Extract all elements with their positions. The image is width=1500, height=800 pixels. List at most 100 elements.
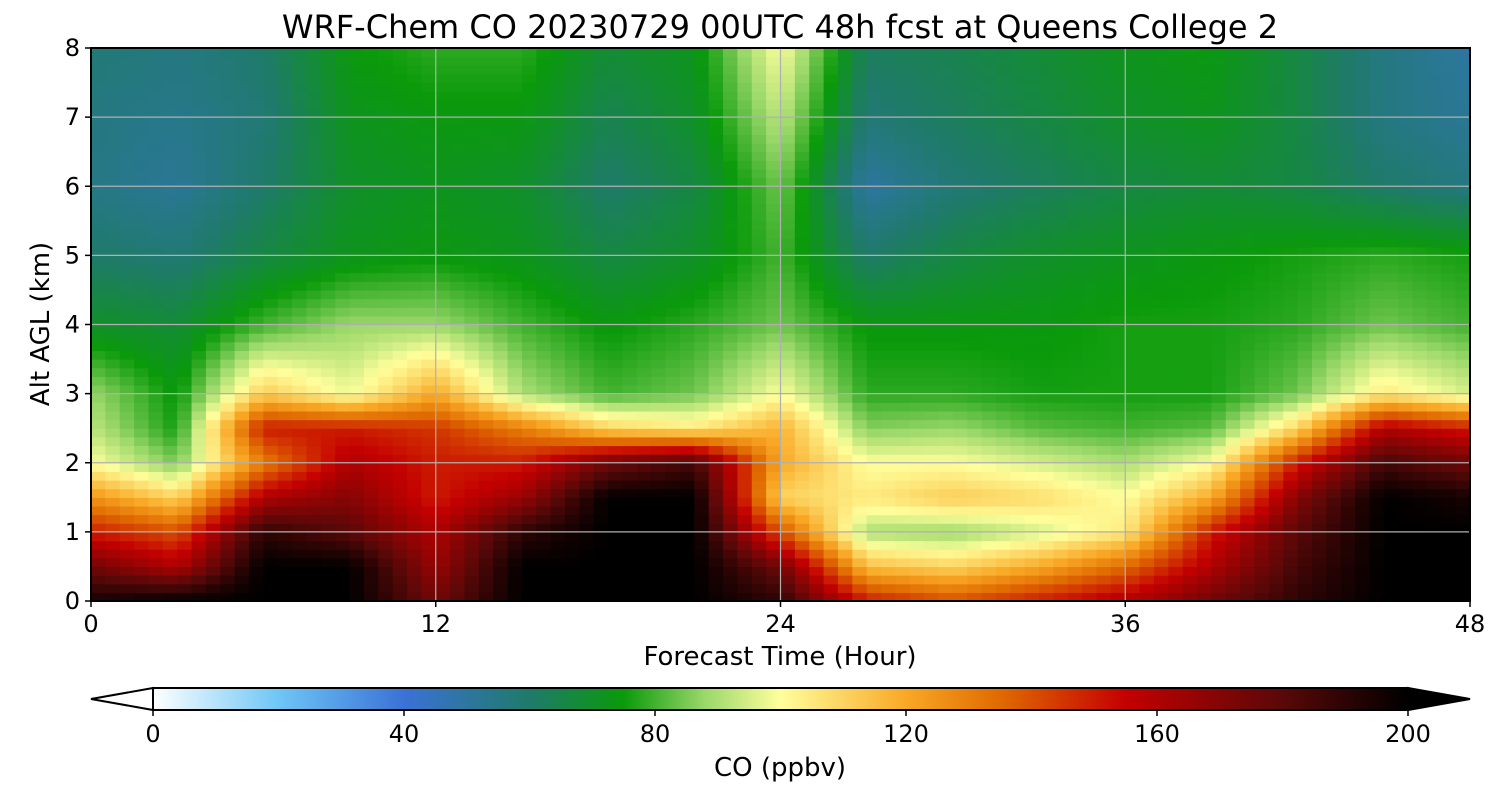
heatmap-cell <box>1168 186 1184 196</box>
heatmap-cell <box>550 73 566 84</box>
heatmap-cell <box>593 505 609 516</box>
heatmap-cell <box>866 419 882 429</box>
heatmap-cell <box>1182 540 1198 550</box>
heatmap-cell <box>952 177 968 187</box>
heatmap-cell <box>105 220 121 231</box>
heatmap-cell <box>665 341 681 352</box>
heatmap-cell <box>708 134 724 144</box>
heatmap-cell <box>723 523 738 533</box>
heatmap-cell <box>220 108 236 118</box>
heatmap-cell <box>421 125 437 136</box>
heatmap-cell <box>766 151 782 161</box>
heatmap-cell <box>507 125 523 136</box>
heatmap-cell <box>651 333 667 343</box>
heatmap-cell <box>191 255 207 265</box>
heatmap-cell <box>320 125 336 136</box>
heatmap-cell <box>205 160 221 170</box>
heatmap-cell <box>1168 194 1184 205</box>
heatmap-cell <box>952 359 968 369</box>
heatmap-cell <box>694 73 710 84</box>
heatmap-cell <box>737 315 753 326</box>
heatmap-cell <box>536 117 552 127</box>
heatmap-cell <box>306 48 322 58</box>
heatmap-cell <box>1053 497 1069 507</box>
heatmap-cell <box>1024 281 1040 291</box>
heatmap-cell <box>708 488 724 498</box>
heatmap-cell <box>837 125 853 136</box>
heatmap-cell <box>909 65 925 75</box>
heatmap-cell <box>1125 410 1141 421</box>
heatmap-cell <box>895 350 911 360</box>
heatmap-cell <box>679 160 695 170</box>
heatmap-cell <box>134 238 150 248</box>
heatmap-cell <box>938 341 954 352</box>
heatmap-cell <box>737 333 753 343</box>
heatmap-cell <box>1125 264 1141 274</box>
heatmap-cell <box>450 315 466 326</box>
heatmap-cell <box>119 514 135 524</box>
heatmap-cell <box>608 168 624 179</box>
heatmap-cell <box>866 151 882 161</box>
heatmap-cell <box>363 488 379 498</box>
heatmap-cell <box>852 272 868 282</box>
heatmap-cell <box>1197 436 1213 447</box>
heatmap-cell <box>608 497 624 507</box>
heatmap-cell <box>593 108 609 118</box>
heatmap-cell <box>177 65 193 75</box>
heatmap-cell <box>205 117 221 127</box>
heatmap-cell <box>507 255 523 265</box>
heatmap-cell <box>981 99 997 110</box>
heatmap-cell <box>1082 289 1098 300</box>
heatmap-cell <box>263 540 279 550</box>
heatmap-cell <box>579 168 595 179</box>
heatmap-cell <box>1197 402 1213 412</box>
heatmap-cell <box>91 471 106 481</box>
heatmap-cell <box>464 531 480 542</box>
heatmap-cell <box>378 177 394 187</box>
heatmap-cell <box>1110 488 1126 498</box>
heatmap-cell <box>1053 168 1069 179</box>
heatmap-cell <box>478 592 494 601</box>
heatmap-cell <box>852 315 868 326</box>
heatmap-cell <box>1139 523 1155 533</box>
heatmap-cell <box>134 307 150 317</box>
heatmap-cell <box>1168 289 1184 300</box>
heatmap-cell <box>292 246 308 256</box>
heatmap-cell <box>952 384 968 395</box>
heatmap-cell <box>320 575 336 585</box>
heatmap-cell <box>1082 557 1098 568</box>
heatmap-cell <box>205 341 221 352</box>
heatmap-cell <box>593 462 609 472</box>
heatmap-cell <box>407 566 422 576</box>
heatmap-cell <box>435 264 451 274</box>
heatmap-cell <box>952 151 968 161</box>
heatmap-cell <box>565 289 580 300</box>
heatmap-cell <box>909 583 925 593</box>
heatmap-cell <box>1110 384 1126 395</box>
heatmap-cell <box>478 428 494 438</box>
heatmap-cell <box>608 480 624 490</box>
heatmap-cell <box>320 229 336 239</box>
heatmap-cell <box>1110 497 1126 507</box>
heatmap-cell <box>1168 160 1184 170</box>
heatmap-cell <box>148 531 164 542</box>
heatmap-cell <box>134 557 150 568</box>
heatmap-cell <box>363 289 379 300</box>
heatmap-cell <box>967 471 983 481</box>
heatmap-cell <box>363 298 379 308</box>
heatmap-cell <box>148 212 164 222</box>
heatmap-cell <box>263 445 279 455</box>
heatmap-cell <box>478 194 494 205</box>
heatmap-cell <box>780 454 796 464</box>
heatmap-cell <box>134 220 150 231</box>
heatmap-cell <box>1182 48 1198 58</box>
heatmap-cell <box>349 410 365 421</box>
heatmap-cell <box>1082 445 1098 455</box>
heatmap-cell <box>622 393 638 403</box>
heatmap-cell <box>636 289 652 300</box>
heatmap-cell <box>507 315 523 326</box>
heatmap-cell <box>205 557 221 568</box>
heatmap-cell <box>1053 367 1069 377</box>
heatmap-cell <box>249 419 264 429</box>
heatmap-cell <box>924 65 940 75</box>
